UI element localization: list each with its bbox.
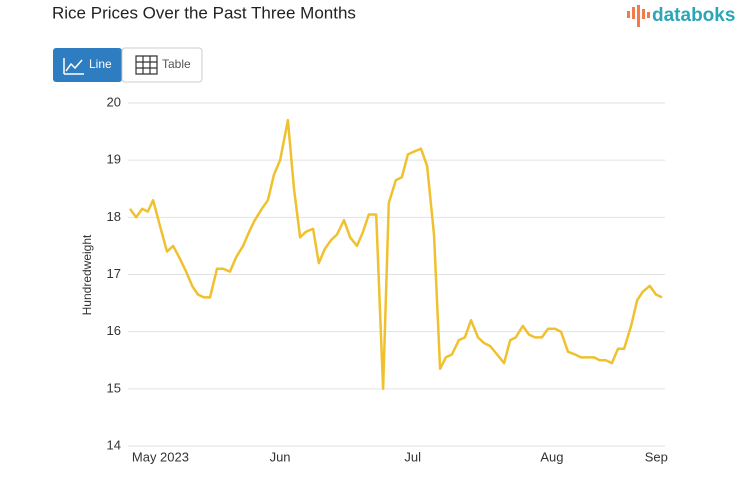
logo-bar [642, 9, 645, 19]
table-icon [135, 55, 158, 75]
y-tick-label: 19 [107, 152, 121, 167]
line-icon [63, 58, 84, 75]
y-tick-label: 20 [107, 94, 121, 109]
table-button[interactable]: Table [121, 47, 203, 83]
logo-bar [632, 7, 635, 19]
x-tick-label: Sep [645, 449, 668, 464]
y-tick-label: 16 [107, 323, 121, 338]
line-button[interactable]: Line [53, 48, 122, 82]
logo-text: databoks [652, 5, 735, 26]
y-tick-label: 18 [107, 209, 121, 224]
y-axis-label: Hundredweight [80, 234, 94, 315]
x-tick-label: May 2023 [132, 449, 189, 464]
price-line [128, 118, 663, 391]
button-label[interactable]: Table [162, 57, 191, 71]
y-tick-label: 15 [107, 380, 121, 395]
y-tick-label: 17 [107, 266, 121, 281]
x-tick-label: Jun [270, 449, 291, 464]
x-tick-label: Jul [404, 449, 421, 464]
logo-bar [647, 12, 650, 18]
logo: databoks [627, 5, 735, 27]
logo-bar [627, 11, 630, 18]
x-tick-label: Aug [540, 449, 563, 464]
chart-title: Rice Prices Over the Past Three Months [52, 3, 356, 22]
button-label[interactable]: Line [89, 57, 112, 71]
y-tick-label: 14 [107, 437, 121, 452]
logo-bar [637, 5, 640, 27]
